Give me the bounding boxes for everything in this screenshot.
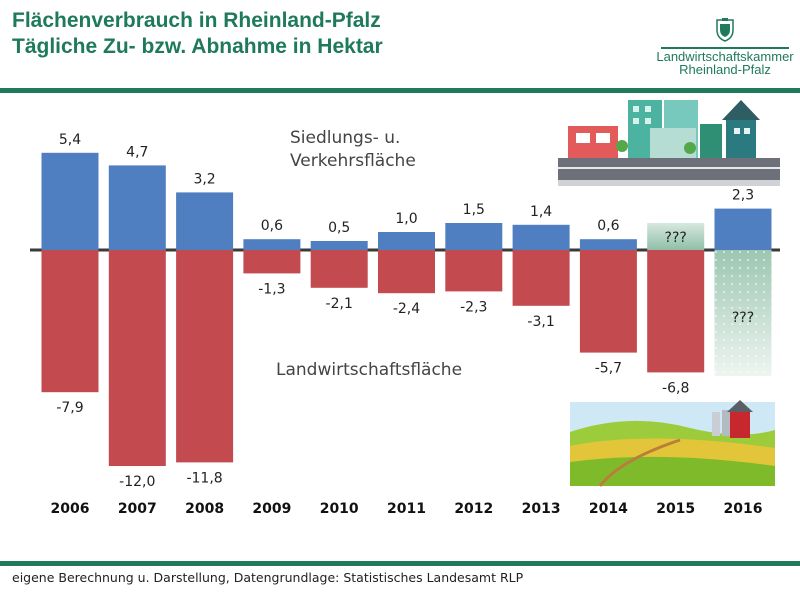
bar-positive-unknown-2015 bbox=[647, 223, 705, 250]
title-line-1: Flächenverbrauch in Rheinland-Pfalz bbox=[12, 9, 381, 32]
logo: Landwirtschaftskammer Rheinland-Pfalz bbox=[655, 18, 795, 76]
logo-line-1: Landwirtschaftskammer bbox=[656, 49, 794, 64]
bar-positive-2012 bbox=[445, 223, 503, 250]
bar-positive-2009 bbox=[243, 239, 301, 250]
bar-negative-2015 bbox=[647, 250, 705, 373]
data-label-negative-2009: -1,3 bbox=[258, 281, 285, 297]
bar-positive-2010 bbox=[310, 241, 368, 250]
bar-negative-2011 bbox=[378, 250, 435, 294]
data-label-positive-2007: 4,7 bbox=[126, 144, 148, 160]
x-tick-label-2014: 2014 bbox=[589, 501, 628, 517]
data-label-positive-2015: ??? bbox=[665, 230, 687, 246]
data-label-positive-2016: 2,3 bbox=[732, 188, 754, 204]
x-tick-label-2012: 2012 bbox=[454, 501, 493, 517]
x-tick-label-2010: 2010 bbox=[320, 501, 359, 517]
bar-positive-2014 bbox=[579, 239, 637, 250]
data-label-positive-2014: 0,6 bbox=[597, 218, 619, 234]
data-label-negative-2008: -11,8 bbox=[186, 470, 222, 486]
bar-positive-2008 bbox=[176, 192, 234, 250]
bar-negative-2007 bbox=[108, 250, 166, 466]
data-label-negative-2015: -6,8 bbox=[662, 380, 689, 396]
bar-negative-2010 bbox=[310, 250, 368, 288]
data-label-negative-2016: ??? bbox=[732, 310, 754, 326]
x-tick-label-2006: 2006 bbox=[51, 501, 90, 517]
coat-of-arms-icon bbox=[716, 18, 734, 42]
x-tick-label-2013: 2013 bbox=[522, 501, 561, 517]
negative-series-label: Landwirtschaftsfläche bbox=[276, 360, 462, 380]
data-label-negative-2014: -5,7 bbox=[595, 361, 622, 377]
data-label-positive-2010: 0,5 bbox=[328, 220, 350, 236]
x-tick-label-2016: 2016 bbox=[724, 501, 763, 517]
bar-positive-2013 bbox=[512, 224, 570, 250]
bar-negative-2013 bbox=[512, 250, 570, 306]
x-tick-label-2007: 2007 bbox=[118, 501, 157, 517]
chart-title: Flächenverbrauch in Rheinland-Pfalz Tägl… bbox=[12, 8, 383, 60]
header-divider bbox=[0, 88, 800, 93]
x-tick-label-2008: 2008 bbox=[185, 501, 224, 517]
data-label-positive-2012: 1,5 bbox=[463, 202, 485, 218]
data-label-negative-2006: -7,9 bbox=[56, 400, 83, 416]
bar-negative-2012 bbox=[445, 250, 503, 292]
x-tick-label-2011: 2011 bbox=[387, 501, 426, 517]
source-note: eigene Berechnung u. Darstellung, Dateng… bbox=[12, 570, 524, 585]
data-label-negative-2007: -12,0 bbox=[119, 474, 155, 490]
bar-negative-2009 bbox=[243, 250, 301, 274]
bar-negative-2008 bbox=[176, 250, 234, 463]
footer-divider bbox=[0, 561, 800, 566]
logo-divider bbox=[661, 47, 789, 49]
data-label-positive-2006: 5,4 bbox=[59, 132, 81, 148]
bar-negative-unknown-texture-2016 bbox=[714, 250, 772, 376]
data-label-negative-2010: -2,1 bbox=[326, 296, 353, 312]
bar-positive-2006 bbox=[41, 152, 99, 250]
x-tick-label-2015: 2015 bbox=[656, 501, 695, 517]
bar-positive-2011 bbox=[378, 232, 435, 250]
data-label-positive-2008: 3,2 bbox=[193, 171, 215, 187]
city-buildings-icon bbox=[558, 100, 780, 186]
bar-positive-2007 bbox=[108, 165, 166, 250]
data-label-positive-2013: 1,4 bbox=[530, 204, 552, 220]
data-label-negative-2012: -2,3 bbox=[460, 299, 487, 315]
data-label-negative-2013: -3,1 bbox=[527, 314, 554, 330]
bar-positive-2016 bbox=[714, 208, 772, 250]
title-line-2: Tägliche Zu- bzw. Abnahme in Hektar bbox=[12, 35, 383, 58]
data-label-positive-2011: 1,0 bbox=[395, 211, 417, 227]
bar-chart: Siedlungs- u. Verkehrsfläche Landwirtsch… bbox=[30, 100, 780, 517]
data-label-negative-2011: -2,4 bbox=[393, 301, 420, 317]
data-label-positive-2009: 0,6 bbox=[261, 218, 283, 234]
bar-negative-2014 bbox=[579, 250, 637, 353]
logo-line-2: Rheinland-Pfalz bbox=[679, 62, 771, 77]
positive-series-label-line2: Verkehrsfläche bbox=[290, 151, 416, 171]
bar-negative-2006 bbox=[41, 250, 99, 393]
positive-series-label: Siedlungs- u. bbox=[290, 128, 400, 148]
farm-field-barn-icon bbox=[570, 400, 775, 487]
x-tick-label-2009: 2009 bbox=[252, 501, 291, 517]
